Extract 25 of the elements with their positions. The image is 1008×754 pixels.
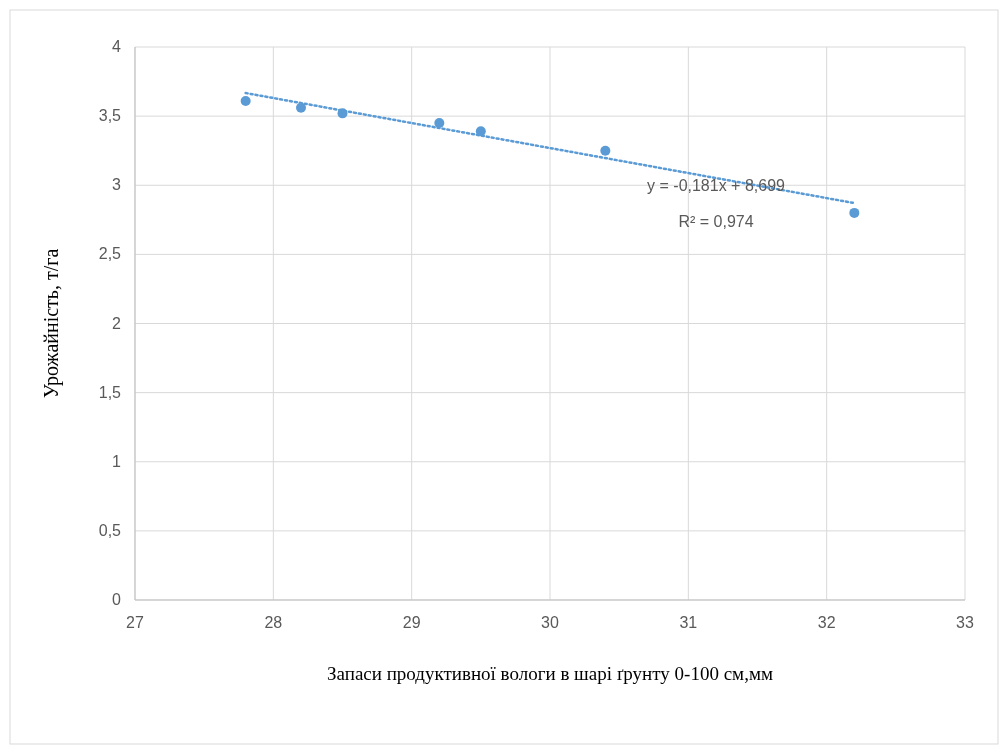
x-tick-label: 32 <box>817 614 836 631</box>
point <box>849 207 860 218</box>
y-axis-title: Урожайність, т/га <box>40 248 63 399</box>
point <box>434 118 445 129</box>
x-tick-label: 31 <box>679 614 698 631</box>
point <box>475 126 486 137</box>
x-tick-label: 27 <box>126 614 144 631</box>
y-tick-label: 1,5 <box>98 383 122 401</box>
y-tick-label: 0,5 <box>98 521 122 539</box>
y-tick-label: 0 <box>112 591 122 608</box>
x-axis-title: Запаси продуктивної вологи в шарі ґрунту 0-100 см,мм <box>327 663 773 684</box>
y-tick-label: 4 <box>112 38 122 55</box>
y-tick-label: 3 <box>112 176 122 194</box>
x-tick-label: 33 <box>956 614 974 631</box>
x-tick-label: 30 <box>541 614 559 631</box>
point <box>296 102 306 113</box>
point <box>240 95 251 106</box>
y-tick-label: 3,5 <box>98 107 122 125</box>
y-tick-label: 2,5 <box>98 245 122 263</box>
point <box>600 145 611 156</box>
annotation: R² = 0,974 <box>678 212 754 230</box>
y-tick-label: 2 <box>112 314 122 332</box>
y-tick-label: 1 <box>112 452 122 470</box>
x-tick-label: 29 <box>402 614 421 631</box>
x-tick-label: 28 <box>264 614 283 631</box>
